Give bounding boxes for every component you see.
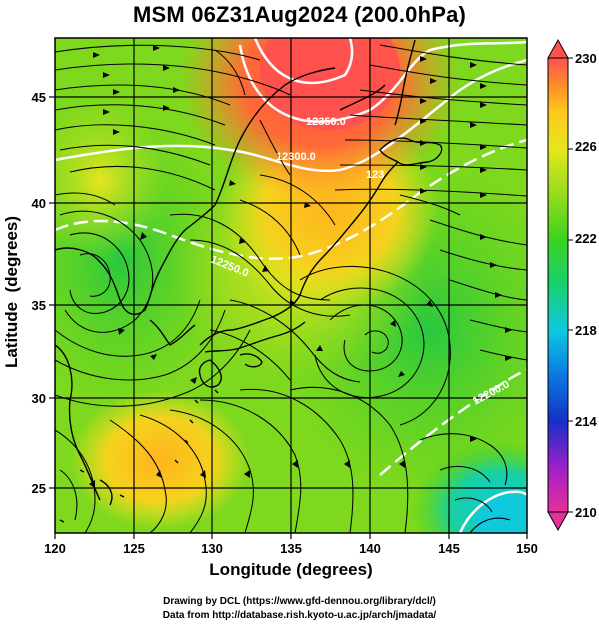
- contour-label: 12300.0: [276, 151, 316, 163]
- x-tick-labels: 120 125 130 135 140 145 150: [44, 541, 538, 556]
- x-tick-label: 140: [359, 541, 381, 556]
- x-tick-label: 130: [201, 541, 223, 556]
- colorbar-label: 210: [575, 505, 597, 520]
- contour-label: 123: [366, 169, 384, 181]
- y-tick-label: 45: [32, 90, 46, 105]
- y-tick-labels: 25 30 35 40 45: [32, 90, 46, 496]
- credit-data: Data from http://database.rish.kyoto-u.a…: [162, 610, 437, 621]
- colorbar-label: 230: [575, 51, 597, 66]
- x-tick-label: 150: [516, 541, 538, 556]
- colorbar-max-arrow: [547, 38, 569, 59]
- x-tick-label: 135: [280, 541, 302, 556]
- x-tick-label: 125: [123, 541, 145, 556]
- y-tick-label: 40: [32, 196, 46, 211]
- grid-lines: [55, 38, 527, 533]
- y-tick-label: 35: [32, 298, 46, 313]
- y-tick-label: 25: [32, 481, 46, 496]
- colorbar-label: 226: [575, 139, 597, 154]
- chart-title: MSM 06Z31Aug2024 (200.0hPa): [132, 2, 467, 27]
- colorbar-label: 214: [575, 414, 597, 429]
- tick-marks: [49, 96, 528, 539]
- colorbar-scale: [547, 57, 569, 513]
- colorbar: 230 226 222 218 214 210: [547, 38, 597, 532]
- coastlines: [55, 39, 443, 523]
- colorbar-min-arrow: [547, 511, 569, 532]
- colorbar-label: 218: [575, 323, 597, 338]
- y-tick-label: 30: [32, 391, 46, 406]
- wind-arrows: [89, 45, 512, 488]
- x-axis-label: Longitude (degrees): [209, 560, 373, 579]
- x-tick-label: 145: [438, 541, 460, 556]
- colorbar-label: 222: [575, 231, 597, 246]
- contour-label: 12350.0: [306, 116, 346, 128]
- credit-drawing: Drawing by DCL (https://www.gfd-dennou.o…: [163, 596, 436, 607]
- x-tick-label: 120: [44, 541, 66, 556]
- y-axis-label: Latitude (degrees): [2, 215, 21, 369]
